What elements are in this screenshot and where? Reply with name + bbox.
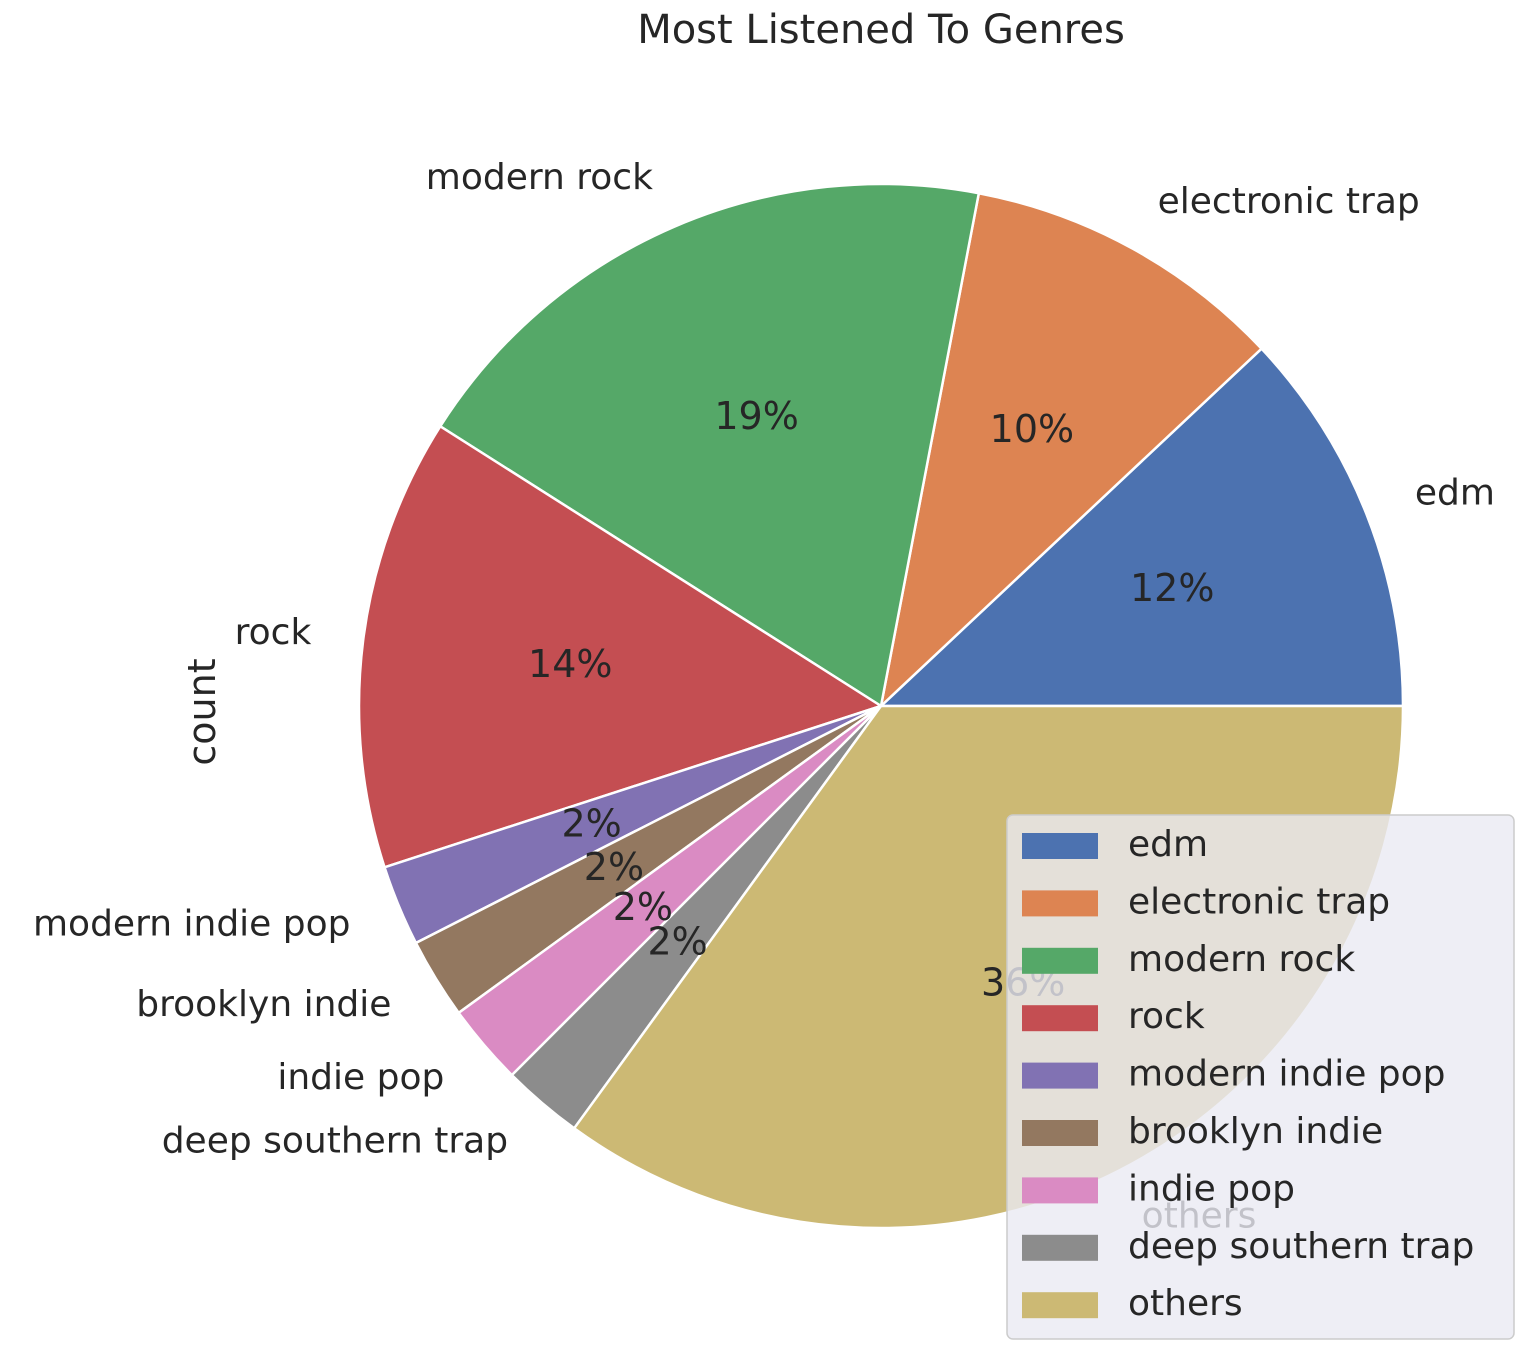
pct-label-brooklyn-indie: 2%: [584, 845, 644, 889]
slice-label-modern-rock: modern rock: [426, 157, 653, 198]
legend-label-electronic-trap: electronic trap: [1128, 881, 1390, 922]
legend-label-modern-rock: modern rock: [1128, 939, 1355, 980]
legend-frame: [1006, 814, 1515, 1340]
legend-label-others: others: [1128, 1283, 1243, 1324]
y-axis-label: count: [180, 658, 224, 765]
pie-slice-modern-rock: [438, 182, 981, 709]
pct-label-rock: 14%: [528, 642, 612, 686]
legend-label-deep-southern-trap: deep southern trap: [1128, 1226, 1474, 1267]
legend-swatch-others: [1022, 1292, 1098, 1319]
slice-label-modern-indie-pop: modern indie pop: [33, 904, 351, 945]
legend-swatch-modern-rock: [1022, 947, 1098, 974]
slice-label-indie-pop: indie pop: [277, 1057, 444, 1098]
legend: edm electronic trap modern rock rock modern …: [1006, 814, 1515, 1340]
slice-label-rock: rock: [235, 612, 312, 653]
legend-swatch-indie-pop: [1022, 1177, 1098, 1204]
slice-label-brooklyn-indie: brooklyn indie: [136, 984, 391, 1025]
pct-label-edm: 12%: [1130, 566, 1214, 610]
legend-swatch-modern-indie-pop: [1022, 1062, 1098, 1089]
legend-label-indie-pop: indie pop: [1128, 1168, 1295, 1209]
pie-slice-rock: [357, 424, 884, 869]
legend-label-brooklyn-indie: brooklyn indie: [1128, 1111, 1383, 1152]
pct-label-deep-southern-trap: 2%: [647, 920, 707, 964]
pct-label-modern-indie-pop: 2%: [561, 801, 621, 845]
legend-swatch-edm: [1022, 833, 1098, 859]
pie-slice-electronic-trap: [879, 191, 1264, 710]
legend-swatch-deep-southern-trap: [1022, 1234, 1098, 1261]
pie-slice-edm: [877, 346, 1405, 708]
slice-label-edm: edm: [1415, 473, 1495, 514]
slice-label-deep-southern-trap: deep southern trap: [162, 1121, 508, 1162]
legend-swatch-rock: [1022, 1005, 1098, 1032]
legend-label-edm: edm: [1128, 824, 1208, 865]
pct-label-modern-rock: 19%: [714, 394, 798, 438]
legend-swatch-brooklyn-indie: [1022, 1120, 1098, 1146]
legend-label-rock: rock: [1128, 996, 1205, 1037]
pct-label-indie-pop: 2%: [613, 885, 673, 929]
slice-label-electronic-trap: electronic trap: [1158, 181, 1420, 222]
legend-label-modern-indie-pop: modern indie pop: [1128, 1054, 1446, 1095]
chart-title: Most Listened To Genres: [637, 7, 1125, 53]
legend-swatch-electronic-trap: [1022, 890, 1098, 917]
pct-label-electronic-trap: 10%: [990, 407, 1074, 451]
